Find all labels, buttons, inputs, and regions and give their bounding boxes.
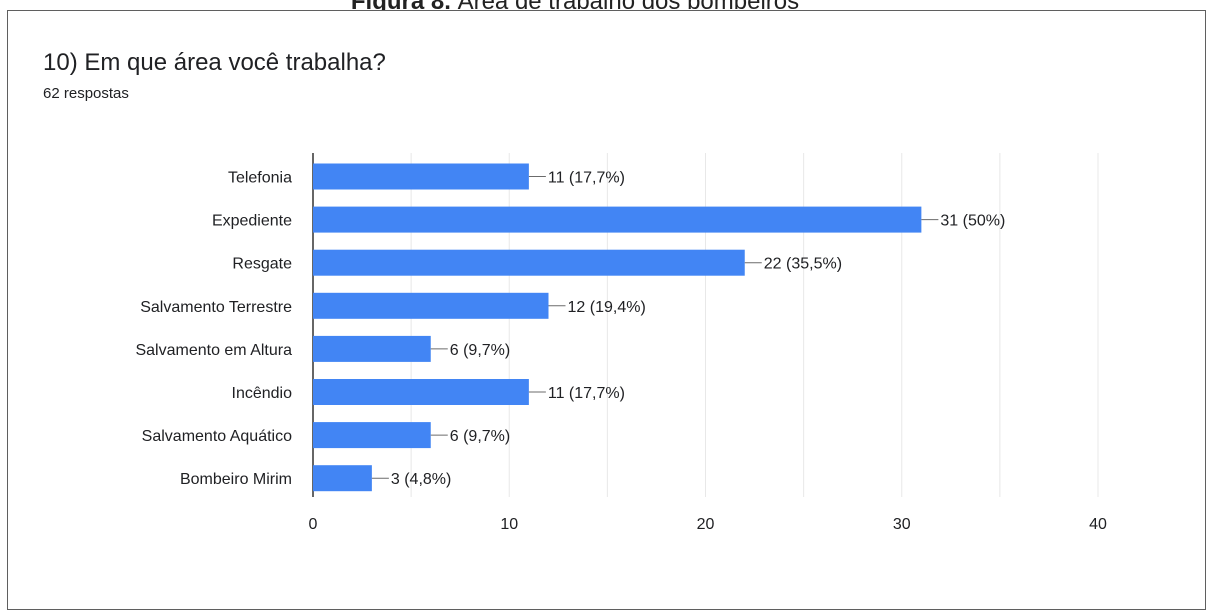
data-label: 6 (9,7%)	[450, 342, 510, 359]
data-label: 22 (35,5%)	[764, 256, 842, 273]
bar	[313, 379, 529, 405]
bar	[313, 249, 745, 276]
bar	[313, 292, 549, 319]
data-label: 12 (19,4%)	[568, 299, 646, 316]
data-label: 11 (17,7%)	[548, 385, 625, 402]
response-card	[7, 10, 1206, 610]
bar	[313, 335, 431, 362]
category-label: Bombeiro Mirim	[180, 471, 292, 488]
x-tick-label: 20	[697, 516, 715, 533]
question-title: 10) Em que área você trabalha?	[43, 49, 386, 76]
category-label: Resgate	[232, 256, 292, 273]
category-label: Salvamento Terrestre	[140, 299, 292, 316]
bar	[313, 206, 922, 233]
bar	[313, 465, 372, 492]
category-label: Telefonia	[228, 170, 292, 187]
data-label: 3 (4,8%)	[391, 471, 451, 488]
x-tick-label: 0	[309, 516, 318, 533]
bar	[313, 163, 529, 190]
x-tick-label: 30	[893, 516, 911, 533]
data-label: 31 (50%)	[940, 213, 1005, 230]
x-tick-label: 10	[500, 516, 518, 533]
bar-chart: 0 10 20 30 40 Telefonia 11 (17,7%) Expediente 31…	[135, 153, 1107, 533]
x-tick-label: 40	[1089, 516, 1107, 533]
category-label: Salvamento em Altura	[135, 342, 292, 359]
bar	[313, 422, 431, 449]
data-label: 6 (9,7%)	[450, 428, 510, 445]
category-label: Salvamento Aquático	[142, 428, 292, 445]
data-label: 11 (17,7%)	[548, 170, 625, 187]
category-label: Expediente	[212, 213, 292, 230]
response-count: 62 respostas	[43, 85, 129, 102]
category-label: Incêndio	[232, 385, 293, 402]
